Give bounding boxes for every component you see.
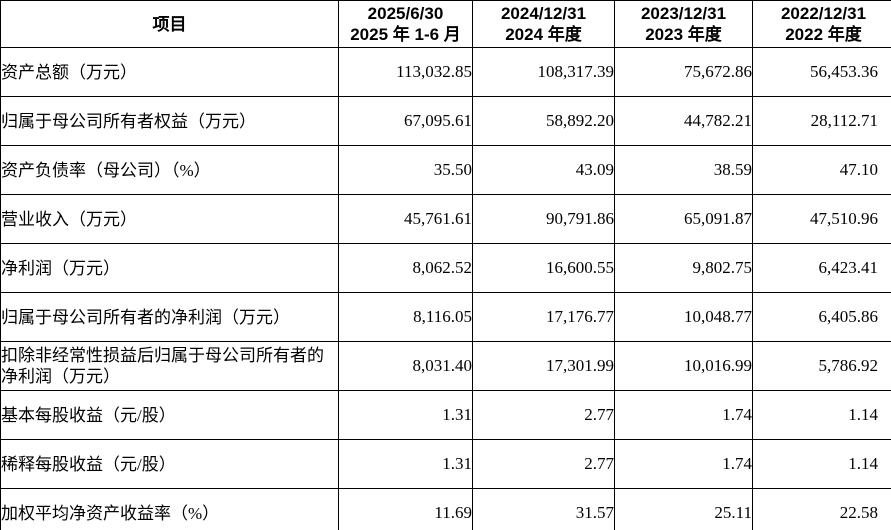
value-cell: 1.14: [752, 390, 891, 440]
value-cell: 35.50: [338, 145, 473, 195]
value-cell: 108,317.39: [472, 47, 615, 97]
header-period-range: 2023 年度: [645, 25, 722, 44]
value-cell: 8,062.52: [338, 243, 473, 293]
value-cell: 17,176.77: [472, 292, 615, 342]
table-row: 资产负债率（母公司）（%） 35.50 43.09 38.59 47.10: [0, 145, 891, 195]
value-cell: 44,782.21: [614, 96, 753, 146]
row-label: 稀释每股收益（元/股）: [0, 439, 339, 489]
header-item-label: 项目: [152, 14, 187, 34]
value-cell: 75,672.86: [614, 47, 753, 97]
header-period-range: 2024 年度: [505, 25, 582, 44]
value-cell: 17,301.99: [472, 341, 615, 391]
table-row: 资产总额（万元） 113,032.85 108,317.39 75,672.86…: [0, 47, 891, 97]
value-cell: 10,016.99: [614, 341, 753, 391]
row-label: 资产总额（万元）: [0, 47, 339, 97]
value-cell: 47,510.96: [752, 194, 891, 244]
value-cell: 28,112.71: [752, 96, 891, 146]
value-cell: 65,091.87: [614, 194, 753, 244]
value-cell: 38.59: [614, 145, 753, 195]
value-cell: 1.14: [752, 439, 891, 489]
row-label: 归属于母公司所有者权益（万元）: [0, 96, 339, 146]
value-cell: 1.74: [614, 439, 753, 489]
value-cell: 45,761.61: [338, 194, 473, 244]
row-label: 净利润（万元）: [0, 243, 339, 293]
value-cell: 6,405.86: [752, 292, 891, 342]
table-row: 净利润（万元） 8,062.52 16,600.55 9,802.75 6,42…: [0, 243, 891, 293]
header-period-date: 2024/12/31: [500, 4, 587, 23]
value-cell: 11.69: [338, 488, 473, 530]
row-label: 加权平均净资产收益率（%）: [0, 488, 339, 530]
row-label: 归属于母公司所有者的净利润（万元）: [0, 292, 339, 342]
header-row: 项目 2025/6/30 2025 年 1-6 月 2024/12/31 202…: [0, 0, 891, 48]
table-row: 稀释每股收益（元/股） 1.31 2.77 1.74 1.14: [0, 439, 891, 489]
table-header: 项目 2025/6/30 2025 年 1-6 月 2024/12/31 202…: [0, 0, 891, 48]
value-cell: 16,600.55: [472, 243, 615, 293]
value-cell: 1.31: [338, 439, 473, 489]
header-period-range: 2025 年 1-6 月: [350, 25, 461, 44]
header-period-cell: 2025/6/30 2025 年 1-6 月: [338, 0, 473, 48]
value-cell: 31.57: [472, 488, 615, 530]
header-period-date: 2025/6/30: [367, 4, 444, 23]
value-cell: 58,892.20: [472, 96, 615, 146]
header-period-date: 2022/12/31: [780, 4, 867, 23]
value-cell: 43.09: [472, 145, 615, 195]
table-row: 加权平均净资产收益率（%） 11.69 31.57 25.11 22.58: [0, 488, 891, 530]
value-cell: 2.77: [472, 439, 615, 489]
table-body: 资产总额（万元） 113,032.85 108,317.39 75,672.86…: [0, 47, 891, 530]
value-cell: 90,791.86: [472, 194, 615, 244]
row-label: 营业收入（万元）: [0, 194, 339, 244]
table-row: 归属于母公司所有者权益（万元） 67,095.61 58,892.20 44,7…: [0, 96, 891, 146]
table-row: 基本每股收益（元/股） 1.31 2.77 1.74 1.14: [0, 390, 891, 440]
header-period-range: 2022 年度: [785, 25, 862, 44]
table-row: 营业收入（万元） 45,761.61 90,791.86 65,091.87 4…: [0, 194, 891, 244]
header-period-cell: 2023/12/31 2023 年度: [614, 0, 753, 48]
value-cell: 56,453.36: [752, 47, 891, 97]
header-period-cell: 2022/12/31 2022 年度: [752, 0, 891, 48]
table-row: 归属于母公司所有者的净利润（万元） 8,116.05 17,176.77 10,…: [0, 292, 891, 342]
header-period-date: 2023/12/31: [640, 4, 727, 23]
value-cell: 67,095.61: [338, 96, 473, 146]
value-cell: 10,048.77: [614, 292, 753, 342]
table-row: 扣除非经常性损益后归属于母公司所有者的净利润（万元） 8,031.40 17,3…: [0, 341, 891, 391]
value-cell: 1.74: [614, 390, 753, 440]
value-cell: 6,423.41: [752, 243, 891, 293]
value-cell: 8,116.05: [338, 292, 473, 342]
value-cell: 25.11: [614, 488, 753, 530]
value-cell: 113,032.85: [338, 47, 473, 97]
value-cell: 9,802.75: [614, 243, 753, 293]
value-cell: 47.10: [752, 145, 891, 195]
value-cell: 22.58: [752, 488, 891, 530]
row-label: 扣除非经常性损益后归属于母公司所有者的净利润（万元）: [0, 341, 339, 391]
header-period-cell: 2024/12/31 2024 年度: [472, 0, 615, 48]
value-cell: 5,786.92: [752, 341, 891, 391]
row-label: 基本每股收益（元/股）: [0, 390, 339, 440]
header-item-cell: 项目: [0, 0, 339, 48]
value-cell: 1.31: [338, 390, 473, 440]
value-cell: 8,031.40: [338, 341, 473, 391]
row-label: 资产负债率（母公司）（%）: [0, 145, 339, 195]
value-cell: 2.77: [472, 390, 615, 440]
